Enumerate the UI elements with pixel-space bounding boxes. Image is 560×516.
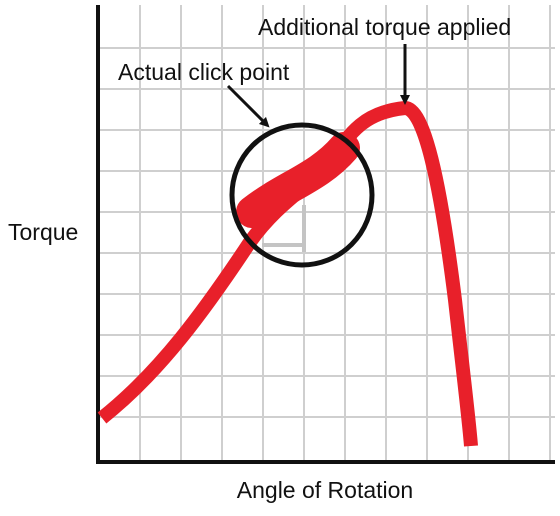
annotation: Additional torque applied [258, 14, 511, 40]
click-arrow [226, 84, 270, 128]
annotation: Actual click point [118, 59, 290, 85]
click-bulge [236, 132, 360, 228]
x-axis-label: Angle of Rotation [237, 477, 413, 503]
crosshair [262, 205, 306, 252]
click-circle [229, 122, 375, 268]
y-axis-label: Torque [8, 219, 78, 245]
axes [96, 5, 555, 464]
torque-curve [97, 101, 478, 447]
